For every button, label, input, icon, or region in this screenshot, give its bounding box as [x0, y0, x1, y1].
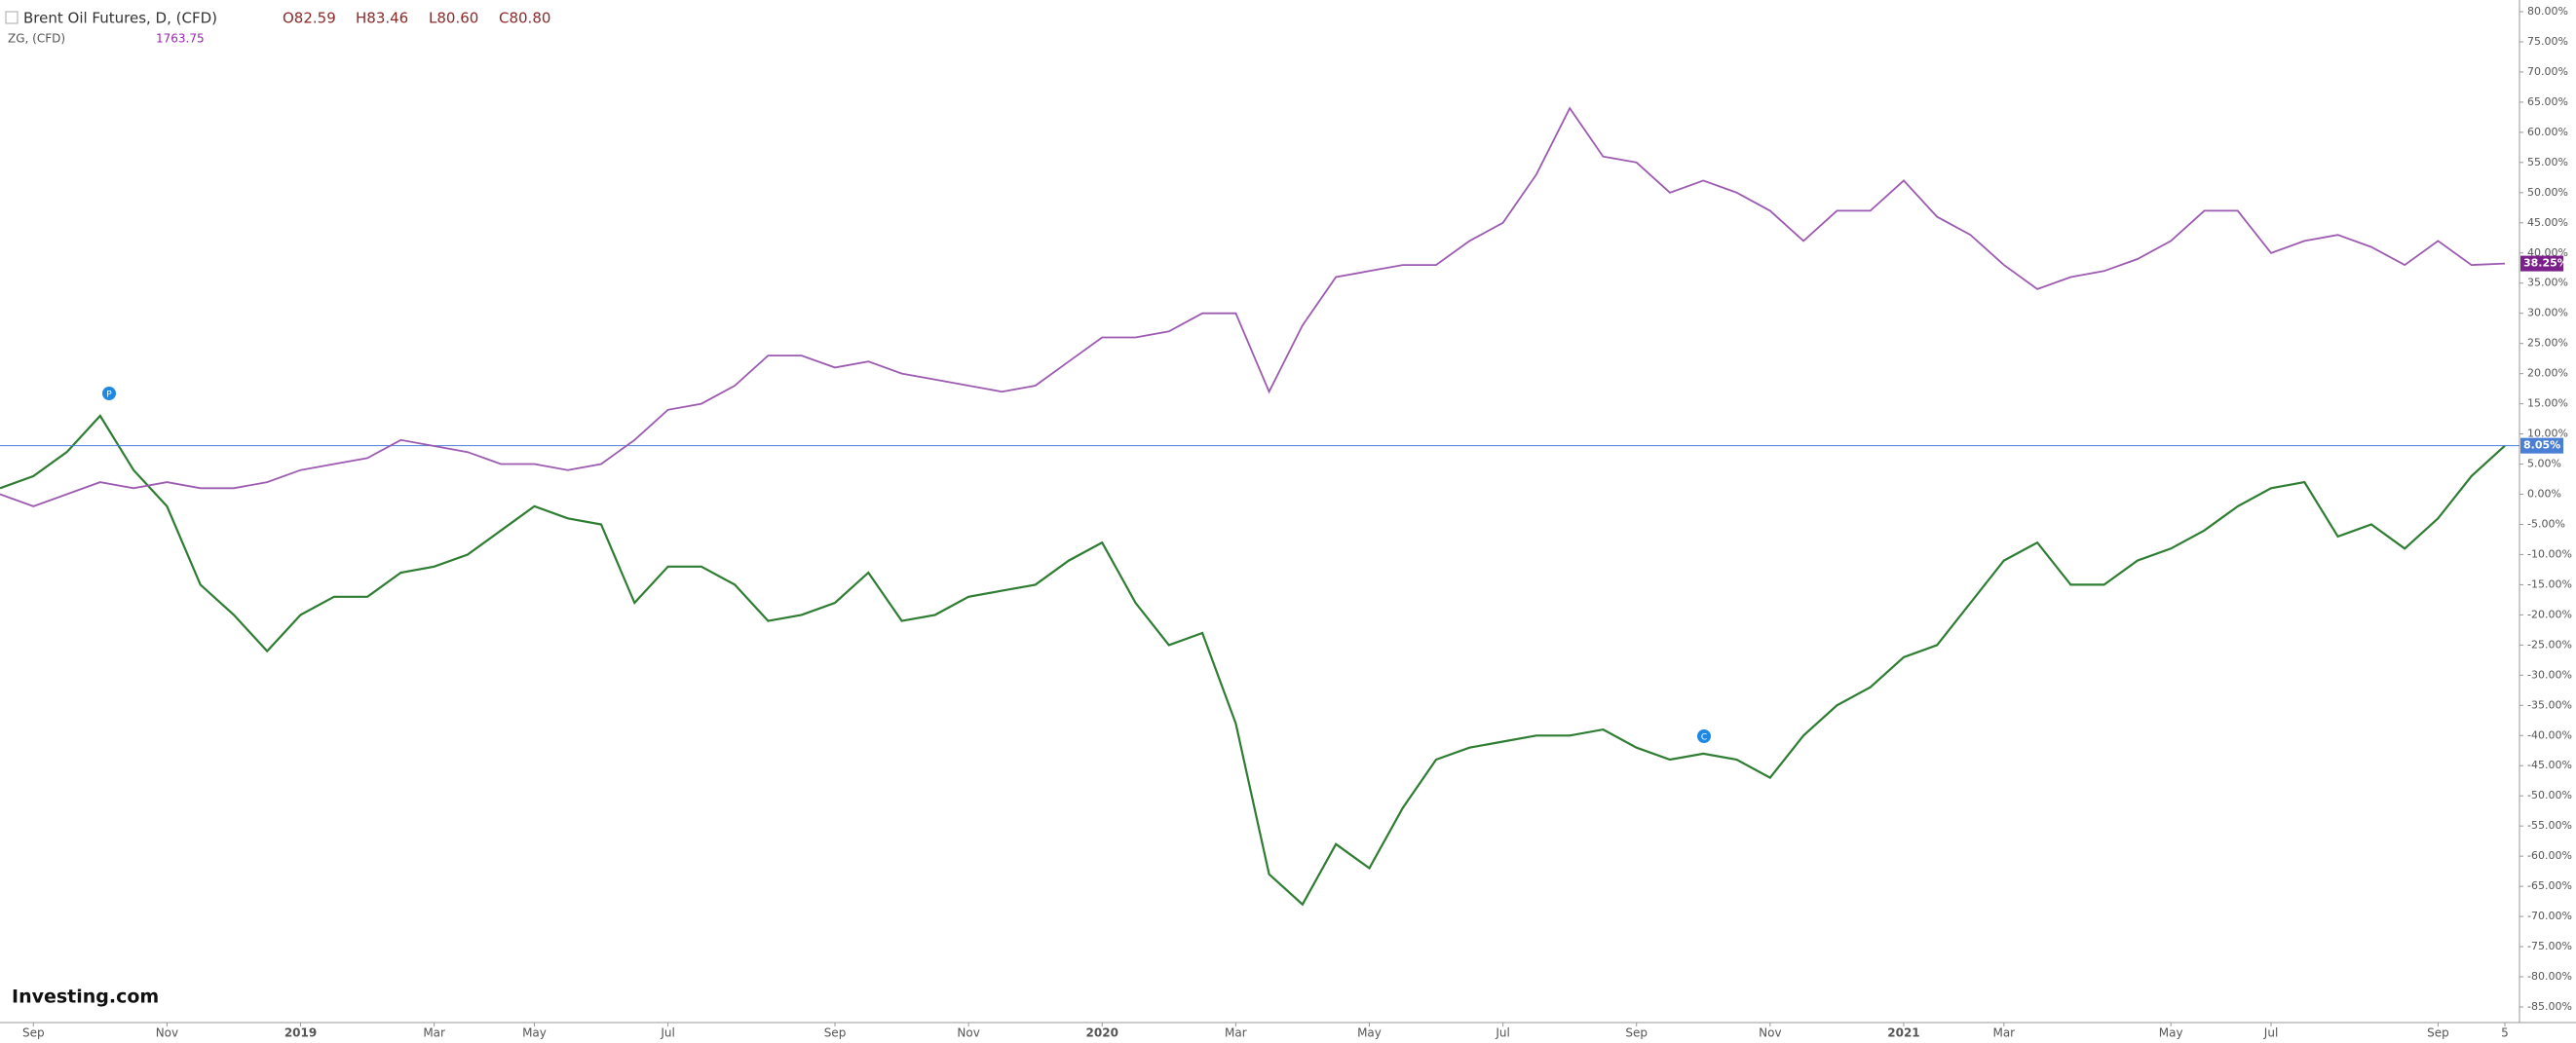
x-tick-label: 5 — [2501, 1026, 2509, 1040]
y-tick-label: 70.00% — [2527, 65, 2568, 78]
y-tick-label: -10.00% — [2527, 547, 2572, 560]
y-tick-label: -65.00% — [2527, 879, 2572, 892]
x-tick-label: Mar — [423, 1026, 445, 1040]
y-tick-label: 40.00% — [2527, 246, 2568, 259]
x-tick-label: Nov — [156, 1026, 178, 1040]
last-value-box — [2520, 255, 2563, 272]
y-tick-label: -75.00% — [2527, 940, 2572, 952]
y-tick-label: -30.00% — [2527, 668, 2572, 681]
x-tick-label: Sep — [22, 1026, 45, 1040]
x-tick-label: Sep — [2427, 1026, 2449, 1040]
ohlc-high: H83.46 — [356, 10, 408, 27]
series-line — [0, 106, 2506, 507]
x-tick-label: Jul — [2263, 1026, 2278, 1040]
y-tick-label: -40.00% — [2527, 728, 2572, 741]
x-tick-label: Nov — [1759, 1026, 1781, 1040]
x-tick-label: 2021 — [1887, 1026, 1919, 1040]
x-tick-label: Jul — [1495, 1026, 1509, 1040]
last-value-box — [2520, 437, 2563, 454]
x-tick-label: Mar — [1225, 1026, 1247, 1040]
marker-p-label: P — [106, 391, 112, 400]
y-tick-label: -70.00% — [2527, 910, 2572, 922]
compare-title: ZG, (CFD) — [8, 32, 65, 46]
y-tick-label: 60.00% — [2527, 126, 2568, 138]
y-tick-label: -60.00% — [2527, 849, 2572, 862]
x-tick-label: May — [1357, 1026, 1382, 1040]
x-tick-label: 2020 — [1086, 1026, 1118, 1040]
y-tick-label: 25.00% — [2527, 337, 2568, 350]
x-tick-label: Mar — [1992, 1026, 2015, 1040]
y-tick-label: 55.00% — [2527, 156, 2568, 168]
logo: Investing.com — [12, 987, 159, 1008]
x-tick-label: 2019 — [284, 1026, 317, 1040]
y-tick-label: -15.00% — [2527, 577, 2572, 590]
y-tick-label: -80.00% — [2527, 970, 2572, 983]
y-tick-label: 50.00% — [2527, 186, 2568, 199]
y-tick-label: 65.00% — [2527, 95, 2568, 108]
y-tick-label: -5.00% — [2527, 517, 2565, 530]
y-tick-label: -55.00% — [2527, 819, 2572, 832]
x-tick-label: Nov — [957, 1026, 979, 1040]
y-tick-label: -45.00% — [2527, 759, 2572, 771]
x-tick-label: May — [522, 1026, 547, 1040]
x-tick-label: Sep — [824, 1026, 847, 1040]
y-tick-label: 20.00% — [2527, 367, 2568, 380]
y-tick-label: 30.00% — [2527, 307, 2568, 319]
compare-value: 1763.75 — [156, 32, 205, 46]
y-tick-label: 5.00% — [2527, 458, 2561, 470]
y-tick-label: 0.00% — [2527, 488, 2561, 501]
ohlc-low: L80.60 — [429, 10, 478, 27]
series-line — [0, 414, 2506, 907]
y-tick-label: -50.00% — [2527, 789, 2572, 801]
y-tick-label: 45.00% — [2527, 216, 2568, 229]
ohlc-close: C80.80 — [499, 10, 550, 27]
y-tick-label: 15.00% — [2527, 397, 2568, 410]
y-tick-label: 80.00% — [2527, 5, 2568, 18]
marker-c-label: C — [1701, 733, 1707, 743]
y-tick-label: -85.00% — [2527, 1000, 2572, 1013]
symbol-title: Brent Oil Futures, D, (CFD) — [23, 10, 217, 27]
marker-c[interactable] — [1697, 729, 1711, 743]
y-tick-label: -25.00% — [2527, 638, 2572, 651]
collapse-icon[interactable] — [5, 11, 19, 24]
marker-p[interactable] — [102, 387, 116, 400]
y-tick-label: 10.00% — [2527, 428, 2568, 440]
x-tick-label: May — [2159, 1026, 2183, 1040]
ohlc-open: O82.59 — [283, 10, 336, 27]
y-tick-label: -35.00% — [2527, 698, 2572, 711]
y-tick-label: 75.00% — [2527, 35, 2568, 48]
y-tick-label: 35.00% — [2527, 277, 2568, 289]
last-value-label: 8.05% — [2523, 439, 2560, 452]
x-tick-label: Sep — [1625, 1026, 1648, 1040]
y-tick-label: -20.00% — [2527, 608, 2572, 620]
x-tick-label: Jul — [660, 1026, 674, 1040]
last-value-label: 38.25% — [2523, 257, 2568, 270]
